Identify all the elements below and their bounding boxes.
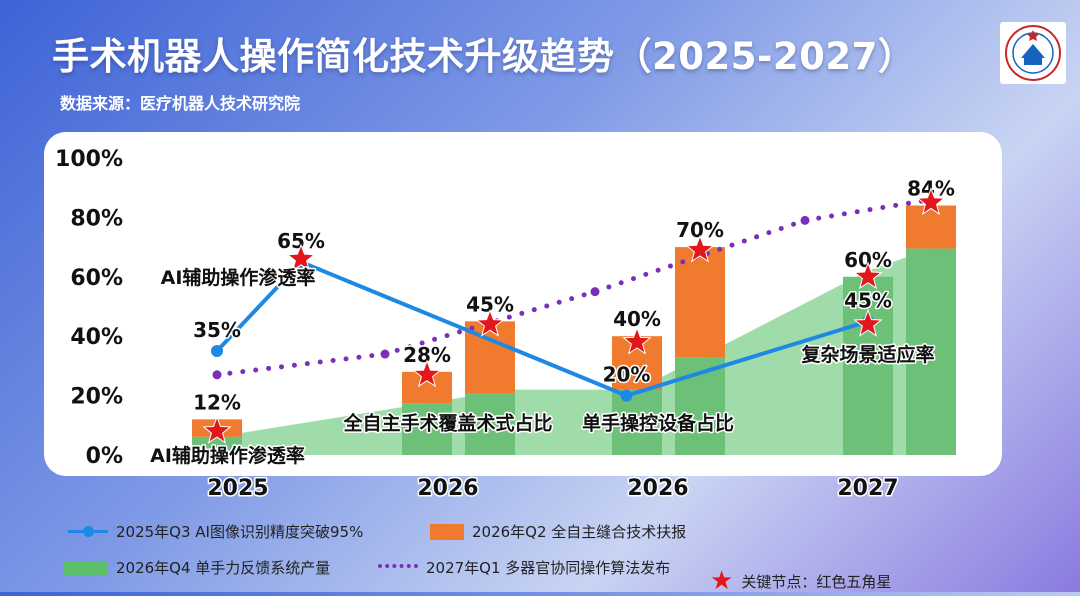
chart-annotation: 全自主手术覆盖术式占比: [342, 411, 552, 434]
logo-icon: [1005, 25, 1061, 81]
bar: [906, 205, 956, 249]
key-node-star: [622, 326, 652, 355]
x-tick-label: 2026: [627, 476, 688, 501]
legend-bar-swatch: [430, 523, 464, 540]
key-node-star: [853, 261, 883, 290]
legend-item-area: 2026年Q4 单手力反馈系统产量: [64, 557, 330, 578]
legend-dotted-swatch: [378, 564, 418, 571]
legend-item-line: 2025年Q3 AI图像识别精度突破95%: [68, 521, 363, 542]
legend-dotted-label: 2027年Q1 多器官协同操作算法发布: [426, 559, 671, 577]
legend-item-star: ★ 关键节点：红色五角星: [710, 568, 891, 594]
x-tick-label: 2026: [417, 476, 478, 501]
key-node-star: [916, 187, 946, 216]
bar-base: [906, 248, 956, 455]
chart-subtitle: 数据来源：医疗机器人技术研究院: [60, 94, 301, 113]
dotted-point: [590, 287, 600, 297]
dotted-point: [800, 215, 810, 225]
key-node-star: [412, 359, 442, 388]
legend-area-label: 2026年Q4 单手力反馈系统产量: [116, 559, 331, 577]
bar-data-label: 12%: [193, 390, 241, 414]
bar-base: [402, 403, 452, 455]
legend-area-swatch: [64, 560, 108, 575]
key-node-star: [202, 415, 232, 444]
legend-star-icon: ★: [710, 566, 734, 596]
line-data-label: 20%: [603, 363, 651, 387]
chart-annotation: 复杂场景适应率: [800, 343, 934, 366]
key-node-star: [685, 234, 715, 263]
legend-bar-label: 2026年Q2 全自主缝合技术扶报: [472, 523, 687, 541]
y-tick-label: 80%: [70, 206, 123, 231]
area-series: [196, 241, 952, 455]
legend-item-dotted: 2027年Q1 多器官协同操作算法发布: [378, 557, 670, 578]
legend-line-swatch: [68, 526, 108, 537]
line-point: [620, 389, 633, 402]
chart-legend: 2025年Q3 AI图像识别精度突破95% 2026年Q2 全自主缝合技术扶报 …: [50, 516, 1010, 594]
y-tick-label: 100%: [55, 147, 123, 172]
legend-line-label: 2025年Q3 AI图像识别精度突破95%: [116, 523, 364, 541]
chart-annotation: AI辅助操作渗透率: [150, 444, 305, 467]
bar-base: [192, 436, 242, 455]
bar-base: [612, 389, 662, 455]
line-series: [215, 260, 303, 353]
line-data-label: 45%: [844, 288, 892, 312]
chart-plot: 12%28%45%40%70%60%84%35%65%20%45% AI辅助操作…: [54, 146, 957, 503]
x-tick-label: 2025: [207, 476, 268, 501]
bar-base: [465, 393, 515, 455]
dotted-point: [212, 370, 222, 380]
chart-annotation: 单手操控设备占比: [582, 411, 734, 434]
line-point: [211, 345, 223, 358]
y-tick-label: 20%: [70, 385, 123, 410]
key-node-star: [853, 308, 883, 337]
y-tick-label: 40%: [70, 325, 123, 350]
line-data-label: 35%: [193, 318, 241, 342]
x-tick-label: 2027: [837, 476, 898, 501]
y-tick-label: 60%: [70, 266, 123, 291]
chart-title: 手术机器人操作简化技术升级趋势（2025-2027）: [52, 35, 916, 78]
legend-item-bar: 2026年Q2 全自主缝合技术扶报: [430, 521, 686, 542]
chart-annotation: AI辅助操作渗透率: [161, 266, 316, 289]
key-node-star: [475, 308, 505, 337]
bar-base: [843, 276, 893, 455]
bar: [675, 247, 725, 358]
key-node-star: [286, 243, 316, 272]
y-tick-label: 0%: [86, 444, 123, 469]
dotted-point: [380, 349, 390, 359]
legend-star-label: 关键节点：红色五角星: [741, 572, 892, 591]
logo: [1000, 22, 1066, 84]
